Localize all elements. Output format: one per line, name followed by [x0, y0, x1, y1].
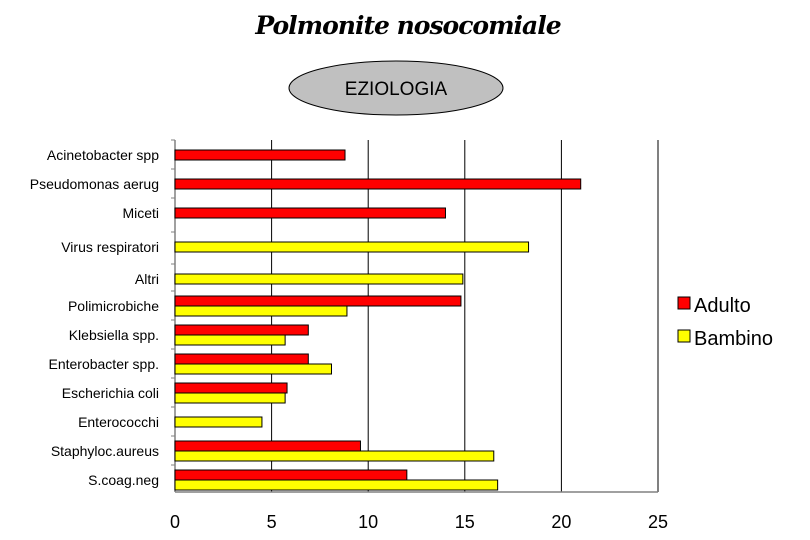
bar-bambino	[174, 479, 499, 491]
bar-adulto	[174, 353, 309, 365]
legend-swatch-bambino	[677, 329, 691, 343]
category-label: Staphyloc.aureus	[51, 443, 159, 459]
category-label: S.coag.neg	[88, 472, 159, 488]
bar-bambino	[174, 450, 495, 462]
category-label: Altri	[135, 271, 159, 287]
category-label: Virus respiratori	[61, 239, 159, 255]
category-label: Pseudomonas aerug	[30, 176, 159, 192]
x-tick-label: 15	[455, 512, 475, 532]
bar-bambino	[174, 273, 464, 285]
x-tick-label: 0	[170, 512, 180, 532]
subtitle-oval: EZIOLOGIA	[288, 60, 504, 116]
category-label: Enterobacter spp.	[48, 356, 159, 372]
category-label: Acinetobacter spp	[47, 147, 159, 163]
legend-label-adulto: Adulto	[694, 295, 751, 317]
category-label: Escherichia coli	[62, 385, 159, 401]
legend-label-bambino: Bambino	[694, 328, 773, 350]
bar-adulto	[174, 324, 309, 336]
bar-adulto	[174, 382, 288, 394]
x-tick-label: 25	[648, 512, 668, 532]
category-label: Klebsiella spp.	[69, 327, 159, 343]
plot-area: 0 5 10 15 20 25 Acinetobacter spp Pseudomonas a…	[30, 139, 668, 532]
legend: Adulto Bambino	[677, 295, 773, 350]
bar-adulto	[174, 207, 446, 219]
chart-subtitle: EZIOLOGIA	[345, 79, 448, 100]
category-label: Enterococchi	[78, 414, 159, 430]
bar-bambino	[174, 241, 530, 253]
bar-bambino	[174, 363, 332, 375]
bar-adulto	[174, 178, 582, 190]
x-tick-label: 5	[267, 512, 277, 532]
bar-adulto	[174, 469, 408, 481]
bar-bambino	[174, 334, 286, 346]
bar-bambino	[174, 416, 263, 428]
chart-title: Polmonite nosocomiale	[254, 11, 560, 40]
bar-adulto	[174, 440, 361, 452]
bar-adulto	[174, 295, 462, 307]
legend-swatch-adulto	[677, 296, 691, 310]
bar-bambino	[174, 392, 286, 404]
x-tick-label: 20	[551, 512, 571, 532]
bar-bambino	[174, 305, 348, 317]
category-label: Miceti	[122, 205, 159, 221]
subtitle-oval-shape	[288, 60, 504, 116]
category-label: Polimicrobiche	[68, 298, 159, 314]
bar-adulto	[174, 149, 346, 161]
x-tick-label: 10	[358, 512, 378, 532]
